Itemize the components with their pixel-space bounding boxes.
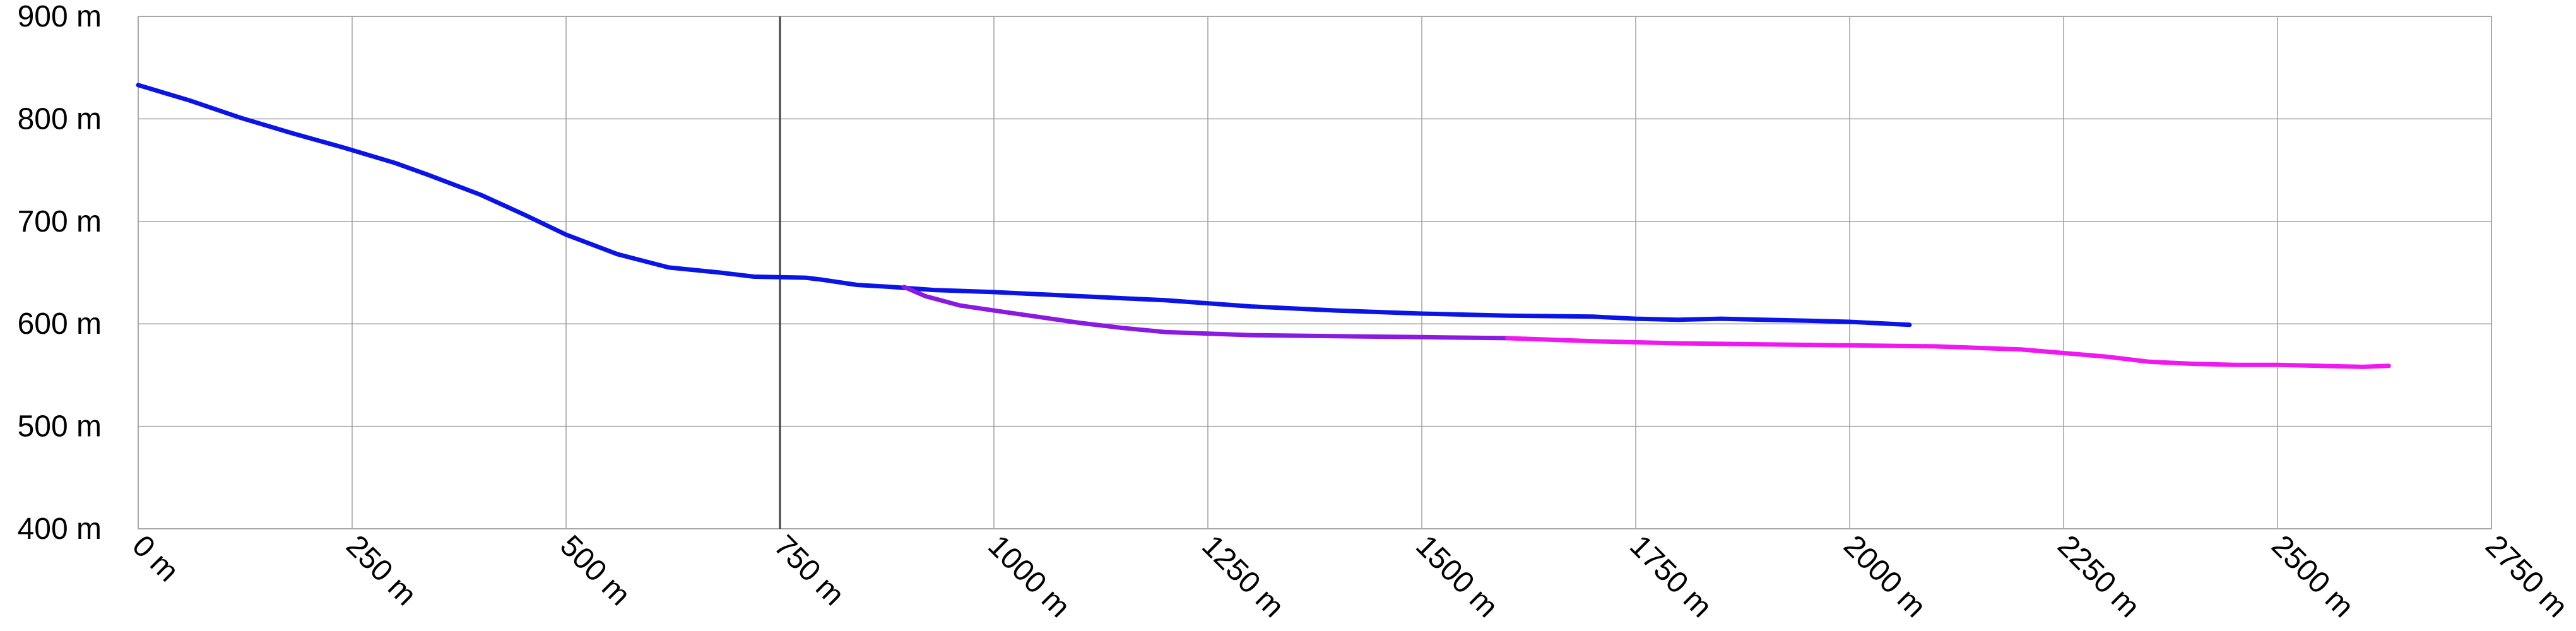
x-tick-label: 1500 m bbox=[1409, 529, 1504, 624]
x-tick-label: 500 m bbox=[553, 529, 637, 612]
x-tick-label: 0 m bbox=[126, 529, 185, 588]
grid-layer bbox=[138, 16, 2492, 529]
series-line-3 bbox=[1505, 336, 2391, 369]
x-tick-label: 1250 m bbox=[1195, 529, 1291, 624]
y-tick-label: 400 m bbox=[18, 512, 102, 546]
x-tick-label: 2000 m bbox=[1837, 529, 1932, 624]
x-tick-label: 2250 m bbox=[2051, 529, 2146, 624]
x-tick-label: 1750 m bbox=[1623, 529, 1718, 624]
y-tick-label: 600 m bbox=[18, 307, 102, 341]
x-axis-labels: 0 m 250 m 500 m 750 m 1000 m 1250 m 1500 m 1750… bbox=[126, 529, 2574, 624]
y-tick-label: 500 m bbox=[18, 410, 102, 444]
y-tick-label: 900 m bbox=[18, 0, 102, 33]
series-line-2 bbox=[902, 285, 1510, 341]
plot-frame bbox=[138, 16, 2492, 529]
y-tick-label: 800 m bbox=[18, 102, 102, 136]
x-tick-label: 2750 m bbox=[2479, 529, 2574, 624]
y-tick-label: 700 m bbox=[18, 205, 102, 239]
x-tick-label: 750 m bbox=[767, 529, 851, 612]
x-tick-label: 1000 m bbox=[981, 529, 1077, 624]
x-tick-label: 2500 m bbox=[2265, 529, 2360, 624]
series-line-1 bbox=[136, 83, 1912, 327]
series-layer bbox=[136, 83, 2391, 369]
x-tick-label: 250 m bbox=[340, 529, 423, 612]
y-axis-labels: 400 m 500 m 600 m 700 m 800 m 900 m bbox=[18, 0, 102, 546]
